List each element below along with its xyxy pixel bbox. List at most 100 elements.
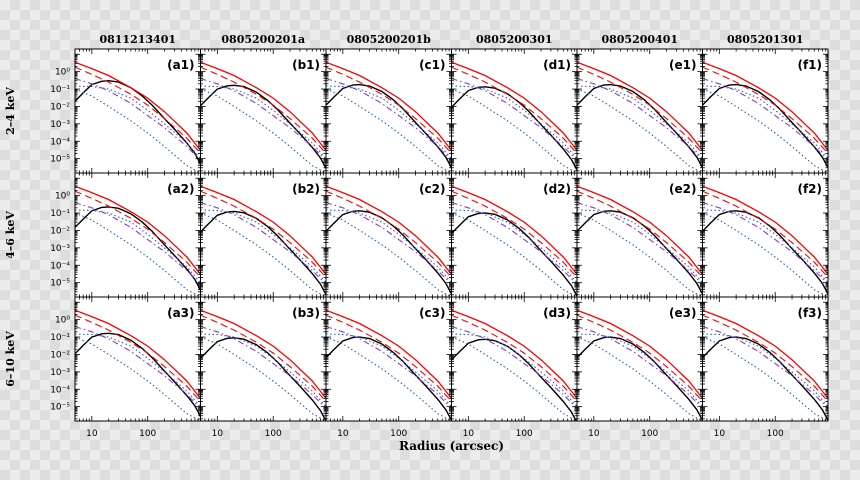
series-line-background-component [326,209,452,284]
series-line-model-component [200,66,326,154]
panel-series [577,309,703,421]
panel-label: (e1) [669,58,696,72]
series-line-model-component [75,314,201,402]
panel-series [200,61,326,173]
series-line-data-profile [702,336,828,421]
series-line-model-component [326,66,452,154]
panel-label: (d1) [543,58,571,72]
series-line-background-component [75,88,201,173]
series-line-background-component [702,333,828,408]
series-line-total-model [702,309,828,399]
y-tick-label: 10⁻² [50,350,70,360]
panel-label: (d3) [543,306,571,320]
panel-series [326,61,452,173]
y-tick-label: 10⁻¹ [50,85,70,95]
series-line-background-component [702,336,828,421]
x-tick-label: 100 [139,429,156,439]
series-line-total-model [702,185,828,275]
y-tick-label: 10⁻³ [50,120,70,130]
panel-b1: (b1) [200,48,327,174]
x-tick-label: 100 [390,429,407,439]
series-line-model-component [200,78,326,161]
series-line-background-component [200,336,326,421]
series-line-background-component [200,209,326,284]
y-tick-label: 10⁻⁴ [50,385,70,395]
series-line-background-component [702,212,828,297]
x-tick-label: 10 [212,429,224,439]
series-line-total-model [200,61,326,151]
series-line-data-profile [577,336,703,421]
series-line-background-component [451,212,577,297]
x-tick-label: 10 [714,429,726,439]
series-line-data-profile [702,83,828,169]
row-title: 6–10 keV [4,331,17,387]
series-line-data-profile [200,337,326,421]
series-line-background-component [577,209,703,284]
series-line-background-component [200,85,326,160]
series-line-model-component [577,78,703,161]
series-line-background-component [326,336,452,421]
panel-label: (e2) [669,182,696,196]
panel-c3: (c3) 10 100 [325,296,452,439]
series-line-total-model [200,309,326,399]
x-tick-label: 100 [641,429,658,439]
y-tick-label: 10⁻⁵ [50,155,70,165]
series-line-background-component [326,85,452,160]
panel-series [75,309,201,421]
panel-e3: (e3) 10 100 [576,296,703,439]
y-tick-label: 10⁻⁴ [50,261,70,271]
series-line-background-component [702,209,828,284]
series-line-model-component [326,326,452,409]
panel-label: (b2) [292,182,320,196]
panel-label: (d2) [543,182,571,196]
series-line-data-profile [577,83,703,169]
series-line-background-component [702,88,828,173]
panel-label: (c1) [419,58,445,72]
y-tick-label: 10⁻¹ [50,333,70,343]
panel-b3: (b3) 10 100 [200,296,327,439]
panel-series [702,309,828,421]
panel-f3: (f3) 10 100 [702,296,829,439]
panel-label: (b1) [292,58,320,72]
series-line-model-component [451,190,577,278]
series-line-background-component [577,336,703,421]
series-line-model-component [702,66,828,154]
panel-series [577,185,703,297]
panel-series [200,309,326,421]
series-line-background-component [326,333,452,408]
panel-d1: (d1) [451,48,578,174]
x-tick-label: 10 [463,429,475,439]
x-tick-label: 10 [337,429,349,439]
series-line-data-profile [326,83,452,169]
series-line-model-component [200,314,326,402]
x-tick-label: 100 [265,429,282,439]
series-line-total-model [577,185,703,275]
series-line-total-model [75,309,201,399]
series-line-model-component [577,66,703,154]
panel-c2: (c2) [325,172,452,298]
series-line-model-component [200,326,326,409]
series-line-background-component [200,88,326,173]
series-line-background-component [577,212,703,297]
x-axis-label: Radius (arcsec) [399,439,504,453]
panel-a3: (a3) 10⁰ 10⁻¹ 10⁻² 10⁻³ 10⁻⁴ 10⁻⁵ 10 100 [50,296,201,439]
series-line-background-component [577,85,703,160]
series-line-background-component [75,85,201,160]
series-line-data-profile [75,206,201,291]
panel-label: (c2) [419,182,445,196]
panel-label: (f2) [797,182,822,196]
panel-frame [702,296,829,422]
column-title: 0805200301 [476,33,553,46]
y-tick-label: 10⁻² [50,102,70,112]
panel-series [451,61,577,173]
panel-c1: (c1) [325,48,452,174]
series-line-model-component [577,326,703,409]
series-line-model-component [75,66,201,154]
series-line-total-model [451,185,577,275]
y-tick-label: 10⁰ [55,316,70,326]
y-tick-label: 10⁰ [55,192,70,202]
y-tick-label: 10⁻² [50,226,70,236]
series-line-total-model [577,61,703,151]
